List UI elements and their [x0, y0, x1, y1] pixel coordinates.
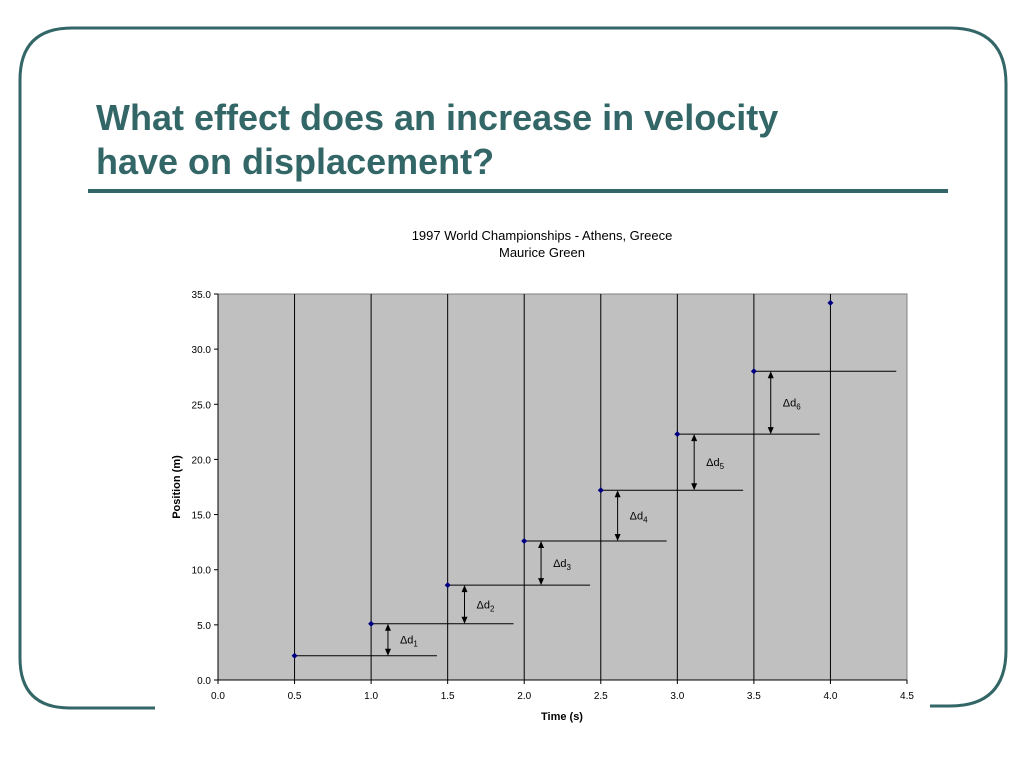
y-tick-label: 25.0	[192, 400, 212, 411]
data-point	[827, 299, 834, 306]
data-point	[674, 431, 681, 438]
x-tick-labels: 0.0 0.5 1.0 1.5 2.0 2.5 3.0 3.5 4.0 4.5	[211, 680, 914, 702]
displacement-arrow-head-up	[384, 623, 391, 631]
y-tick-label: 10.0	[192, 566, 212, 577]
data-point	[750, 368, 757, 375]
displacement-arrow-head-down	[614, 534, 621, 542]
displacement-arrow-head-up	[614, 490, 621, 498]
frame-border	[18, 26, 1008, 710]
data-point	[368, 620, 375, 627]
arrow-layer: Δd1 Δd2 Δd3 Δd4 Δd5 Δd6	[384, 371, 801, 656]
displacement-arrow-head-down	[767, 427, 774, 435]
x-tick-label: 2.0	[517, 691, 531, 702]
y-axis-label: Position (m)	[171, 455, 183, 519]
y-tick-label: 0.0	[197, 676, 211, 687]
x-tick-label: 0.0	[211, 691, 225, 702]
displacement-arrow-head-up	[538, 541, 545, 549]
y-tick-label: 15.0	[192, 511, 212, 522]
page-title-line2: have on displacement?	[96, 141, 495, 182]
x-tick-label: 0.5	[288, 691, 302, 702]
y-tick-label: 30.0	[192, 345, 212, 356]
page-title-line1: What effect does an increase in velocity	[96, 97, 779, 138]
guide-layer	[294, 370, 897, 657]
x-axis-label: Time (s)	[541, 711, 583, 723]
displacement-label: Δd3	[553, 558, 571, 572]
y-tick-label: 20.0	[192, 455, 212, 466]
y-tick-label: 5.0	[197, 621, 211, 632]
x-tick-label: 1.0	[364, 691, 378, 702]
data-point	[291, 652, 298, 659]
y-tick-labels: 0.0 5.0 10.0 15.0 20.0 25.0 30.0 35.0	[192, 290, 218, 687]
chart-subtitle: Maurice Green	[499, 245, 585, 260]
chart-title: 1997 World Championships - Athens, Greec…	[412, 228, 673, 243]
displacement-arrow-head-up	[767, 371, 774, 379]
title-underline	[88, 189, 948, 193]
displacement-label: Δd6	[783, 398, 801, 412]
displacement-label: Δd1	[400, 635, 418, 649]
data-point	[444, 582, 451, 589]
data-point	[521, 538, 528, 545]
x-tick-label: 4.0	[823, 691, 837, 702]
page-title: What effect does an increase in velocity…	[96, 96, 956, 184]
displacement-label: Δd2	[477, 599, 495, 613]
data-point	[597, 487, 604, 494]
grid-layer	[217, 294, 907, 681]
displacement-arrow-head-up	[461, 585, 468, 593]
displacement-arrow-head-up	[691, 434, 698, 442]
displacement-arrow-head-down	[538, 578, 545, 586]
point-layer	[291, 299, 834, 659]
plot-area	[217, 293, 908, 681]
x-tick-label: 3.0	[670, 691, 684, 702]
x-tick-label: 2.5	[594, 691, 608, 702]
x-tick-label: 4.5	[900, 691, 914, 702]
y-tick-label: 35.0	[192, 290, 212, 301]
displacement-arrow-head-down	[384, 648, 391, 656]
displacement-label: Δd5	[706, 457, 724, 471]
displacement-arrow-head-down	[461, 616, 468, 624]
displacement-label: Δd4	[630, 511, 648, 525]
x-tick-label: 3.5	[747, 691, 761, 702]
x-tick-label: 1.5	[441, 691, 455, 702]
displacement-arrow-head-down	[691, 483, 698, 491]
